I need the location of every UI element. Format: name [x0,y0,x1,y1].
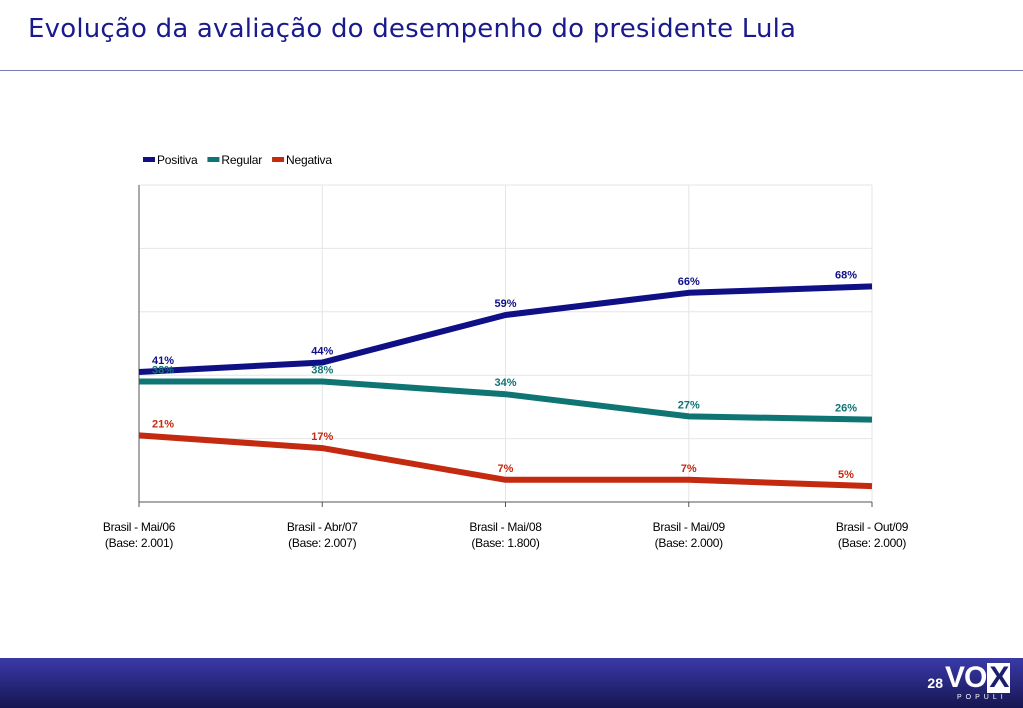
data-label: 21% [152,418,174,430]
data-label: 66% [678,276,700,288]
x-tick-label: (Base: 2.001) [105,536,173,550]
legend-swatch [207,157,220,162]
data-label: 44% [311,346,333,358]
data-label: 5% [838,469,854,481]
x-tick-label: Brasil - Mai/09 [653,520,726,534]
legend-swatch [272,157,285,162]
x-tick-label: (Base: 2.007) [288,536,356,550]
data-label: 26% [835,403,857,415]
series-line-positiva [138,283,873,375]
data-label: 68% [835,269,857,281]
line-chart: 41% 44% 59% 66% 68% 38% 38% 34% 27% 26% 21% 17% 7% 7%… [103,153,909,550]
data-label: 7% [681,463,697,475]
series-line-regular [139,378,873,423]
legend-label: Positiva [157,153,198,167]
x-tick-label: Brasil - Out/09 [836,520,909,534]
title-divider [0,70,1023,71]
data-label: 59% [494,298,516,310]
x-tick-label: Brasil - Abr/07 [287,520,358,534]
page-title: Evolução da avaliação do desempenho do p… [28,14,797,44]
data-label: 17% [311,431,333,443]
x-tick-label: (Base: 1.800) [471,536,539,550]
x-tick-label: (Base: 2.000) [838,536,906,550]
data-label: 38% [311,365,333,377]
x-tick-label: Brasil - Mai/06 [103,520,176,534]
legend-label: Negativa [286,153,332,167]
x-tick-label: (Base: 2.000) [655,536,723,550]
data-label: 27% [678,399,700,411]
footer-bar: 28 VO X POPULI [0,658,1023,708]
data-label: 38% [152,365,174,377]
data-label: 34% [494,377,516,389]
vox-populi-logo: VO X POPULI [945,661,1011,701]
data-label: 7% [498,463,514,475]
x-tick-label: Brasil - Mai/08 [469,520,542,534]
legend-label: Regular [221,153,262,167]
series-line-negativa [138,432,873,490]
legend-swatch [143,157,155,162]
page-number: 28 [927,675,943,691]
data-label: 41% [152,355,174,367]
